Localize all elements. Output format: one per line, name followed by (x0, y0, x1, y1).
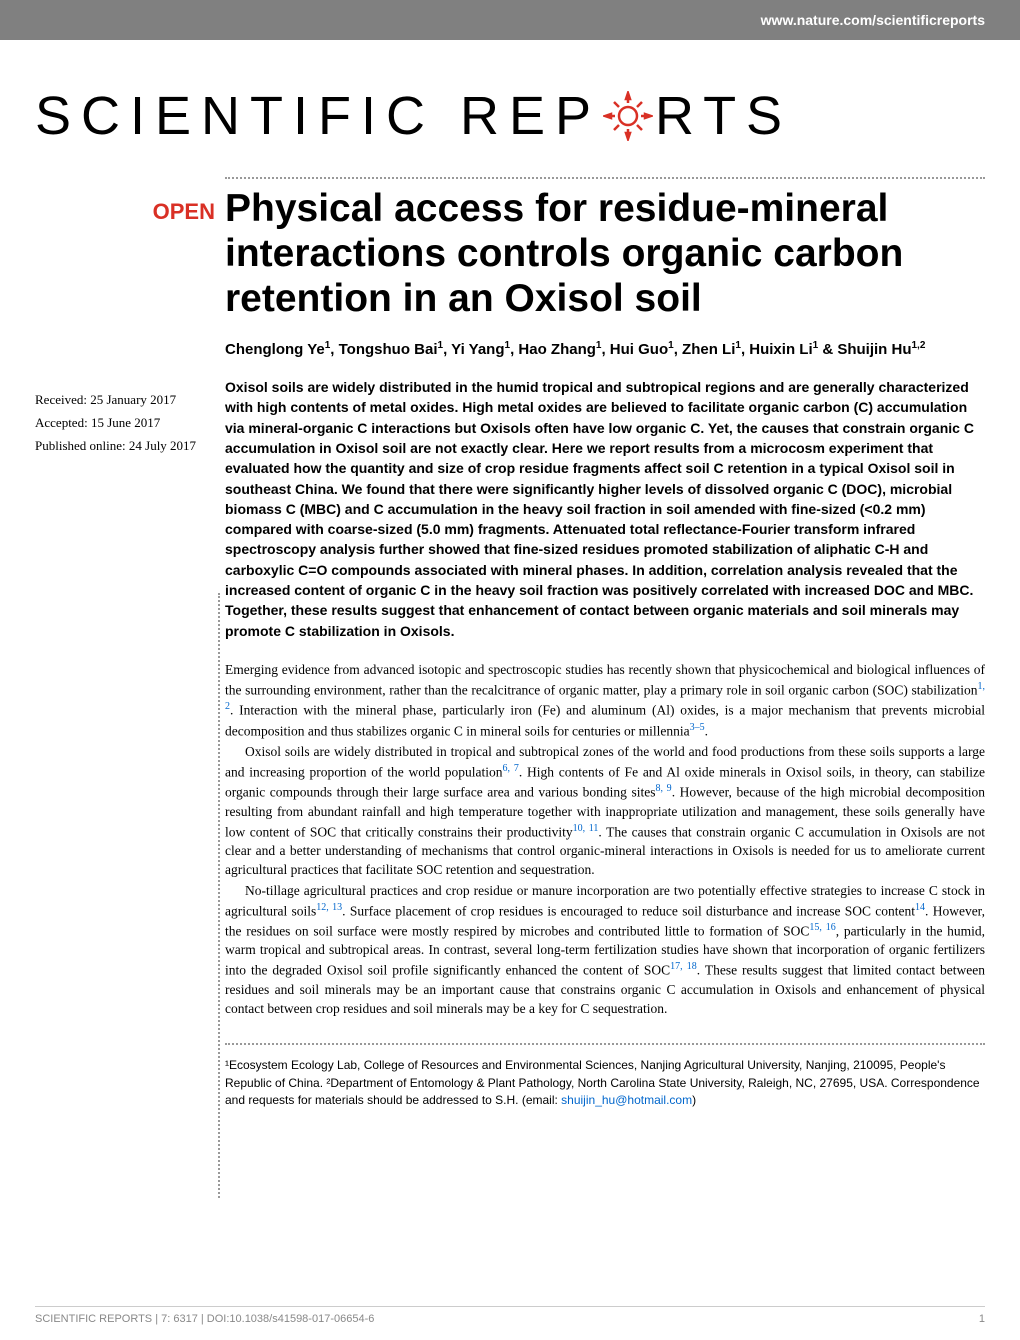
left-dotted-border (218, 593, 220, 1198)
date-published: Published online: 24 July 2017 (35, 436, 225, 457)
publication-dates: Received: 25 January 2017 Accepted: 15 J… (35, 390, 225, 456)
gear-icon (603, 91, 653, 141)
content-wrapper: OPEN Received: 25 January 2017 Accepted:… (0, 179, 1020, 1110)
ref-link[interactable]: 14 (915, 902, 925, 913)
footer-citation: SCIENTIFIC REPORTS | 7: 6317 | DOI:10.10… (35, 1313, 374, 1325)
date-accepted: Accepted: 15 June 2017 (35, 413, 225, 434)
ref-link[interactable]: 17, 18 (670, 961, 697, 972)
open-badge: OPEN (35, 199, 225, 225)
ref-link[interactable]: 6, 7 (503, 763, 519, 774)
ref-link[interactable]: 12, 13 (316, 902, 342, 913)
header-url[interactable]: www.nature.com/scientificreports (761, 12, 985, 28)
ref-link[interactable]: 10, 11 (573, 823, 599, 834)
article-title: Physical access for residue-mineral inte… (225, 187, 985, 322)
paragraph-1: Emerging evidence from advanced isotopic… (225, 661, 985, 741)
affiliations: ¹Ecosystem Ecology Lab, College of Resou… (225, 1043, 985, 1109)
ref-link[interactable]: 15, 16 (809, 922, 835, 933)
paragraph-3: No-tillage agricultural practices and cr… (225, 882, 985, 1019)
paragraph-2: Oxisol soils are widely distributed in t… (225, 743, 985, 880)
authors: Chenglong Ye1, Tongshuo Bai1, Yi Yang1, … (225, 338, 985, 362)
header-bar: www.nature.com/scientificreports (0, 0, 1020, 40)
date-received: Received: 25 January 2017 (35, 390, 225, 411)
abstract: Oxisol soils are widely distributed in t… (225, 377, 985, 641)
footer: SCIENTIFIC REPORTS | 7: 6317 | DOI:10.10… (35, 1306, 985, 1325)
body-text: Emerging evidence from advanced isotopic… (225, 661, 985, 1019)
footer-page: 1 (979, 1313, 985, 1325)
journal-name-part2: RTS (655, 85, 792, 147)
ref-link[interactable]: 3–5 (690, 722, 705, 733)
journal-name-part1: SCIENTIFIC REP (35, 85, 601, 147)
right-column: Physical access for residue-mineral inte… (225, 179, 985, 1110)
journal-logo: SCIENTIFIC REP RTS (35, 85, 1020, 147)
left-column: OPEN Received: 25 January 2017 Accepted:… (35, 179, 225, 1110)
email-link[interactable]: shuijin_hu@hotmail.com (561, 1093, 692, 1107)
ref-link[interactable]: 8, 9 (656, 783, 672, 794)
